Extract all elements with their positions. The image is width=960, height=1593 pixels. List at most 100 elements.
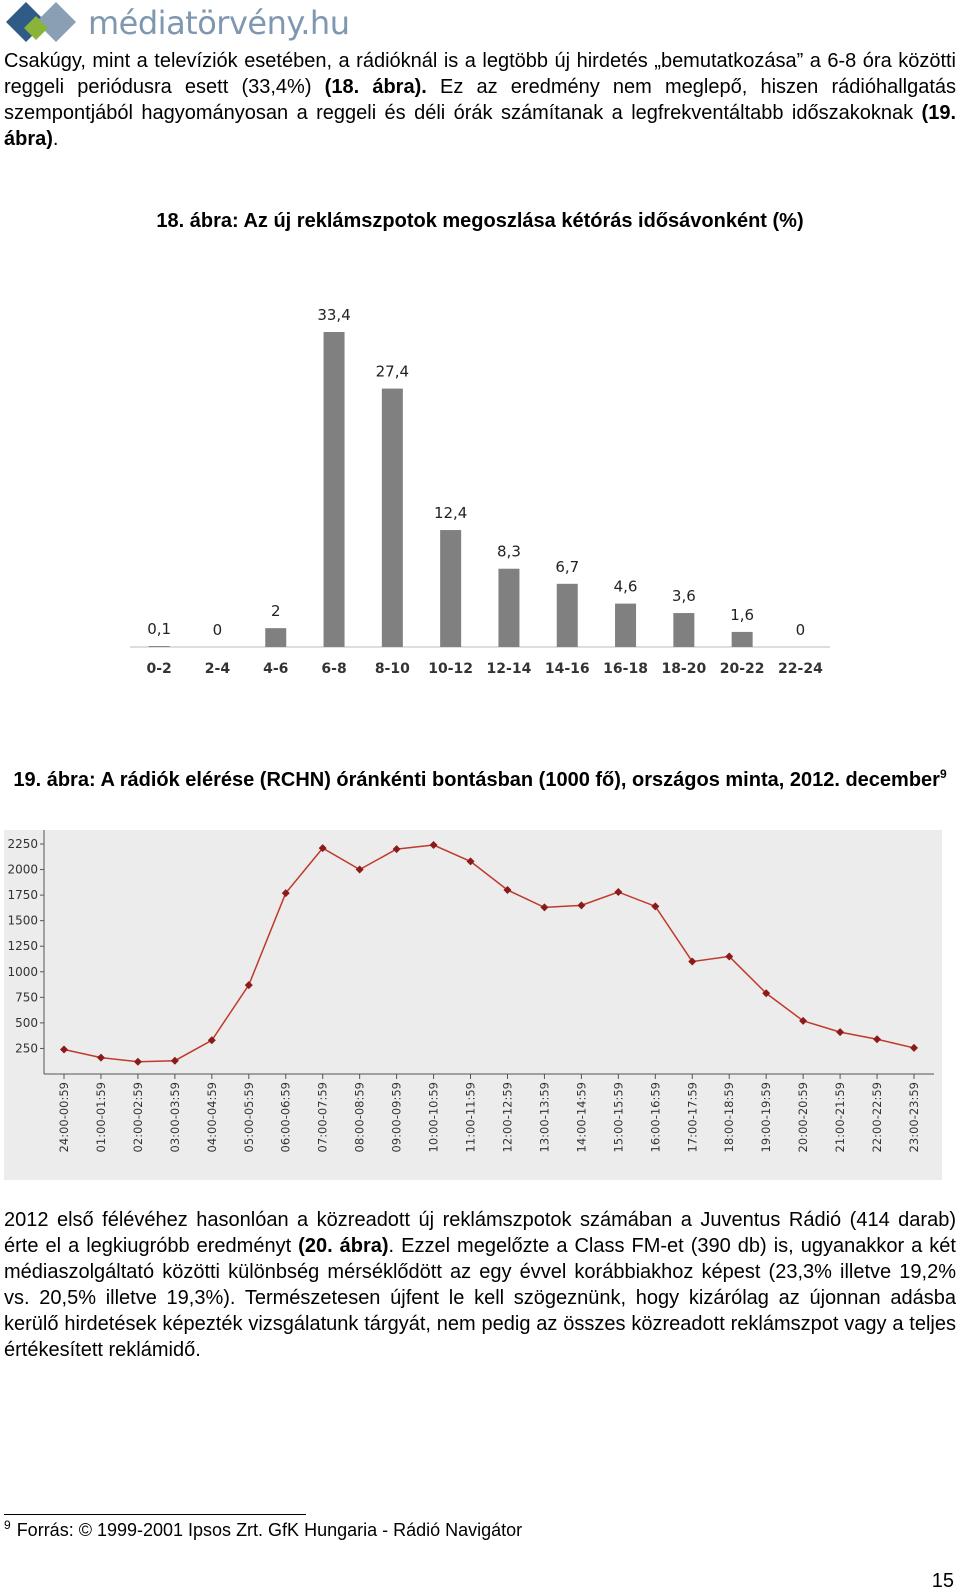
x-tick-label-09:00-09:59: 09:00-09:59	[390, 1082, 404, 1152]
x-tick-label-06:00-06:59: 06:00-06:59	[279, 1082, 293, 1152]
tick-label-0-2: 0-2	[147, 661, 172, 677]
y-tick-label-750: 750	[15, 990, 38, 1004]
x-tick-label-03:00-03:59: 03:00-03:59	[168, 1082, 182, 1152]
y-tick-label-1500: 1500	[7, 914, 38, 928]
intro-figure-ref-18: (18. ábra).	[324, 76, 427, 98]
data-point-14:00-14:59	[577, 901, 586, 910]
bar-20-22	[731, 631, 753, 647]
x-tick-label-24:00-00:59: 24:00-00:59	[57, 1082, 71, 1152]
x-tick-label-01:00-01:59: 01:00-01:59	[94, 1082, 108, 1152]
data-point-20:00-20:59	[799, 1016, 808, 1025]
data-point-07:00-07:59	[318, 844, 327, 853]
data-label-6-8: 33,4	[317, 306, 350, 324]
y-tick-label-1250: 1250	[7, 939, 38, 953]
data-point-06:00-06:59	[281, 889, 290, 898]
data-label-4-6: 2	[271, 602, 281, 620]
data-label-18-20: 3,6	[672, 587, 696, 605]
data-label-0-2: 0,1	[147, 620, 171, 638]
x-tick-label-21:00-21:59: 21:00-21:59	[833, 1082, 847, 1152]
tick-label-6-8: 6-8	[321, 661, 346, 677]
bar-18-20	[673, 613, 695, 647]
y-tick-label-500: 500	[15, 1016, 38, 1030]
bar-0-2	[148, 646, 170, 647]
data-label-20-22: 1,6	[730, 606, 754, 624]
tick-label-12-14: 12-14	[487, 661, 532, 677]
data-point-23:00-23:59	[910, 1043, 918, 1052]
figure-18-bar-chart: 0,1 0-2 0 2-4 2 4-6 33,4 6-8 27,4 8-10 12,4 10-12 8,…	[130, 306, 830, 677]
data-point-09:00-09:59	[392, 845, 401, 854]
figure-19-caption: 19. ábra: A rádiók elérése (RCHN) óránké…	[0, 767, 960, 793]
logo-text: médiatörvény.hu	[88, 4, 350, 42]
bar-14-16	[556, 583, 578, 647]
x-tick-label-14:00-14:59: 14:00-14:59	[574, 1082, 588, 1152]
tick-label-20-22: 20-22	[720, 661, 765, 677]
x-tick-label-15:00-15:59: 15:00-15:59	[611, 1082, 625, 1152]
data-point-13:00-13:59	[540, 903, 549, 912]
data-label-8-10: 27,4	[376, 363, 409, 381]
data-point-11:00-11:59	[466, 857, 475, 866]
tick-label-10-12: 10-12	[428, 661, 473, 677]
x-tick-label-05:00-05:59: 05:00-05:59	[242, 1082, 256, 1152]
body-text-1: 2012 első félévéhez hasonlóan a közreado…	[4, 1209, 956, 1257]
intro-text-3: .	[52, 128, 59, 150]
data-point-16:00-16:59	[651, 902, 660, 911]
tick-label-16-18: 16-18	[603, 661, 648, 677]
data-point-18:00-18:59	[725, 952, 734, 961]
tick-label-2-4: 2-4	[205, 661, 231, 677]
tick-label-22-24: 22-24	[778, 661, 823, 677]
x-tick-label-18:00-18:59: 18:00-18:59	[722, 1082, 736, 1152]
data-point-12:00-12:59	[503, 886, 512, 894]
footnote-divider	[4, 1514, 306, 1515]
x-tick-label-08:00-08:59: 08:00-08:59	[353, 1082, 367, 1152]
footnote-ref-9: 9	[939, 767, 947, 781]
data-label-10-12: 12,4	[434, 504, 467, 522]
bar-6-8	[323, 332, 345, 647]
x-tick-label-23:00-23:59: 23:00-23:59	[907, 1082, 921, 1152]
x-tick-label-04:00-04:59: 04:00-04:59	[205, 1082, 219, 1152]
x-tick-label-12:00-12:59: 12:00-12:59	[500, 1082, 514, 1152]
x-tick-label-07:00-07:59: 07:00-07:59	[316, 1082, 330, 1152]
x-tick-label-17:00-17:59: 17:00-17:59	[685, 1082, 699, 1152]
body-paragraph: 2012 első félévéhez hasonlóan a közreado…	[4, 1207, 956, 1363]
bar-16-18	[615, 603, 637, 647]
data-label-12-14: 8,3	[497, 543, 521, 561]
data-point-10:00-10:59	[429, 841, 438, 850]
series-line	[63, 844, 915, 1063]
intro-paragraph: Csakúgy, mint a televíziók esetében, a r…	[4, 48, 956, 152]
data-point-15:00-15:59	[614, 888, 623, 897]
intro-text-2: Ez az eredmény nem meglepő, hiszen rádió…	[4, 76, 957, 124]
data-point-01:00-01:59	[96, 1053, 105, 1062]
data-point-22:00-22:59	[873, 1035, 882, 1044]
x-tick-label-13:00-13:59: 13:00-13:59	[537, 1082, 551, 1152]
data-point-24:00-00:59	[60, 1045, 68, 1054]
footnote-number: 9	[4, 1518, 11, 1532]
y-tick-label-2000: 2000	[7, 863, 38, 877]
data-label-16-18: 4,6	[614, 578, 638, 596]
x-tick-label-22:00-22:59: 22:00-22:59	[870, 1082, 884, 1152]
intro-figure-ref-19: (19. ábra)	[4, 102, 956, 150]
footnote-text: Forrás: © 1999-2001 Ipsos Zrt. GfK Hunga…	[16, 1520, 523, 1540]
data-point-02:00-02:59	[133, 1057, 142, 1066]
figure-19-caption-text: 19. ábra: A rádiók elérése (RCHN) óránké…	[13, 769, 940, 791]
tick-label-14-16: 14-16	[545, 661, 590, 677]
data-label-14-16: 6,7	[555, 558, 579, 576]
logo-diamonds-icon	[6, 2, 76, 42]
data-point-08:00-08:59	[355, 865, 364, 874]
bar-12-14	[498, 568, 520, 647]
data-point-05:00-05:59	[244, 981, 253, 990]
x-tick-label-19:00-19:59: 19:00-19:59	[759, 1082, 773, 1152]
data-point-19:00-19:59	[762, 989, 771, 998]
x-tick-label-20:00-20:59: 20:00-20:59	[796, 1082, 810, 1152]
x-tick-label-16:00-16:59: 16:00-16:59	[648, 1082, 662, 1152]
intro-text-1: Csakúgy, mint a televíziók esetében, a r…	[4, 50, 956, 98]
tick-label-18-20: 18-20	[661, 661, 706, 677]
y-tick-label-250: 250	[15, 1041, 38, 1055]
data-point-21:00-21:59	[836, 1028, 845, 1037]
x-tick-label-10:00-10:59: 10:00-10:59	[427, 1082, 441, 1152]
footnote: 9 Forrás: © 1999-2001 Ipsos Zrt. GfK Hung…	[4, 1518, 523, 1541]
data-point-04:00-04:59	[207, 1036, 216, 1045]
y-tick-label-2250: 2250	[7, 837, 38, 851]
page-number: 15	[931, 1570, 954, 1592]
body-figure-ref-20: (20. ábra)	[298, 1235, 389, 1257]
x-tick-label-11:00-11:59: 11:00-11:59	[464, 1082, 478, 1152]
